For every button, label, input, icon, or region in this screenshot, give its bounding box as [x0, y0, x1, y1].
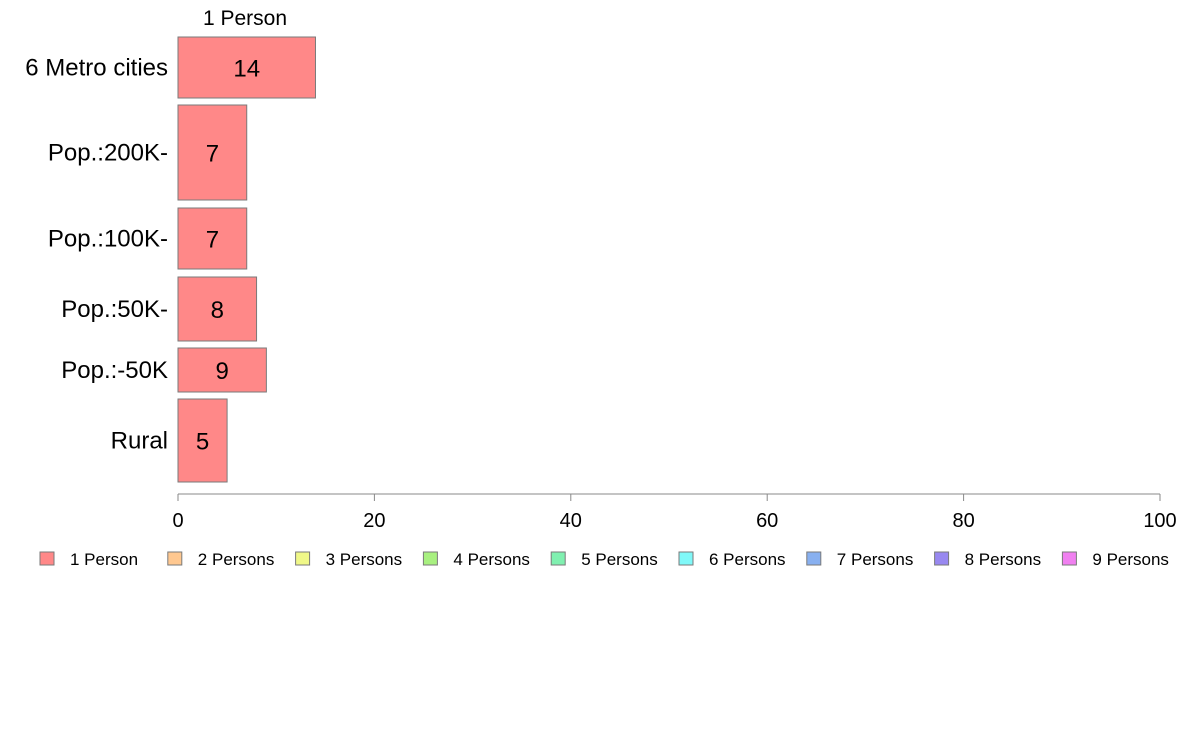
legend-swatch: [1061, 551, 1077, 566]
legend-swatch: [678, 551, 694, 566]
bar: [177, 207, 248, 270]
legend-swatch: [167, 551, 183, 566]
series-header-layer: 1 Person: [203, 7, 287, 30]
bar: [177, 347, 267, 393]
bar: [177, 104, 248, 201]
legend-label: 3 Persons: [326, 550, 403, 569]
legend-label: 1 Person: [70, 550, 138, 569]
bar-value-label: 14: [233, 56, 260, 83]
bar: [177, 36, 316, 99]
category-label: Pop.:100K-: [48, 226, 168, 253]
bars-layer: 6 Metro cities 14 Pop.:200K- 7 Pop.:100K- 7 Po…: [25, 36, 316, 483]
x-tick-label: 100: [1143, 510, 1176, 532]
legend-swatch: [422, 551, 438, 566]
x-tick-label: 80: [952, 510, 974, 532]
bar-value-label: 7: [206, 227, 219, 254]
bar-value-label: 9: [216, 358, 229, 385]
legend-swatch: [934, 551, 950, 566]
series-header-label: 1 Person: [203, 7, 287, 30]
legend-label: 6 Persons: [709, 550, 786, 569]
x-tick-label: 0: [172, 510, 183, 532]
category-label: Rural: [111, 428, 168, 455]
legend: 1 Person 2 Persons 3 Persons 4 Persons 5 Per…: [39, 550, 1169, 569]
category-label: Pop.:50K-: [61, 296, 168, 323]
legend-swatch: [806, 551, 822, 566]
legend-swatch: [550, 551, 566, 566]
legend-swatch: [295, 551, 311, 566]
bar-value-label: 7: [206, 141, 219, 168]
legend-swatch: [39, 551, 55, 566]
bar: [177, 276, 258, 342]
category-label: 6 Metro cities: [25, 55, 168, 82]
legend-label: 7 Persons: [837, 550, 914, 569]
bar-value-label: 8: [211, 297, 224, 324]
legend-label: 5 Persons: [581, 550, 658, 569]
category-label: Pop.:200K-: [48, 140, 168, 167]
bar: [177, 398, 228, 483]
x-tick-label: 60: [756, 510, 778, 532]
legend-label: 9 Persons: [1092, 550, 1169, 569]
legend-label: 8 Persons: [965, 550, 1042, 569]
x-tick-label: 20: [363, 510, 385, 532]
bar-value-label: 5: [196, 429, 209, 456]
x-tick-label: 40: [560, 510, 582, 532]
x-axis: 0 20 40 60 80 100: [172, 493, 1177, 532]
legend-label: 4 Persons: [453, 550, 530, 569]
legend-label: 2 Persons: [198, 550, 275, 569]
category-label: Pop.:-50K: [61, 357, 168, 384]
